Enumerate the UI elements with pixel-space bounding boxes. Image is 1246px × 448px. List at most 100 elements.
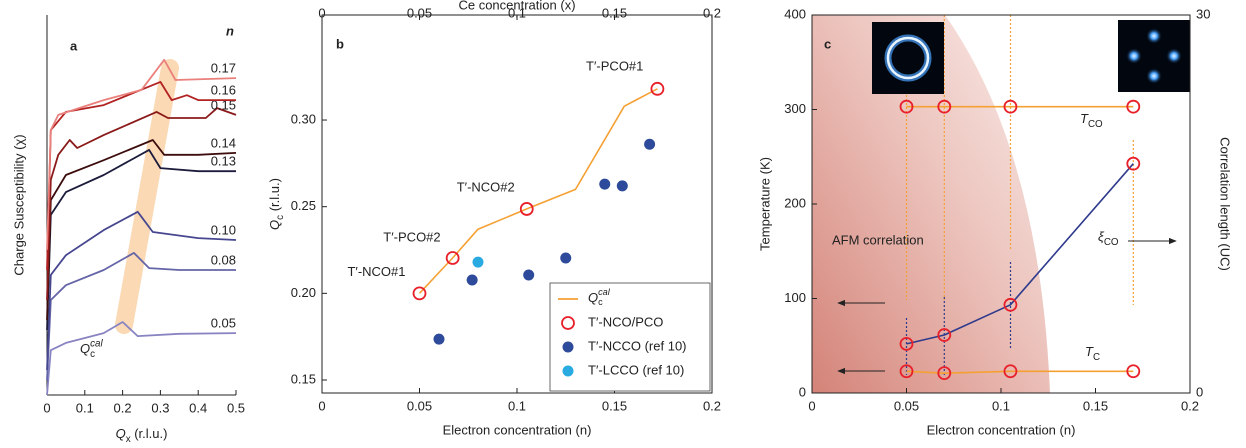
panel-label: a xyxy=(70,38,78,53)
point-label: T′-NCO#1 xyxy=(347,264,405,279)
orange-guides xyxy=(905,15,1134,305)
annotation: Qccal xyxy=(80,338,103,360)
data-point xyxy=(937,366,952,381)
x-tick-label: 0.4 xyxy=(189,400,207,415)
x2-tick-label: 0.05 xyxy=(407,5,432,20)
x-tick-label: 0 xyxy=(808,398,815,413)
text-part: cal xyxy=(598,288,611,298)
curve-label: 0.08 xyxy=(211,252,236,267)
x2-tick-label: 0.1 xyxy=(508,5,526,20)
text-part: Q xyxy=(267,220,282,230)
text-part: ξ xyxy=(1098,229,1105,244)
legend-label: T′-LCCO (ref 10) xyxy=(588,362,684,377)
text-part: Q xyxy=(588,290,598,305)
x-tick-label: 0 xyxy=(43,400,50,415)
legend-label: T′-NCO/PCO xyxy=(588,314,663,329)
text-part: cal xyxy=(90,338,103,349)
curve-label: 0.14 xyxy=(211,135,236,150)
afm-region xyxy=(812,15,1050,393)
data-point xyxy=(519,202,534,216)
curve-label: 0.15 xyxy=(211,97,236,112)
y2-axis-label: Correlation length (UC) xyxy=(1218,137,1233,271)
x2-tick-label: 0 xyxy=(318,5,325,20)
inset-ring xyxy=(872,22,944,94)
data-point xyxy=(1126,99,1141,114)
y-tick-label: 200 xyxy=(784,195,806,210)
x2-tick-label: 0.2 xyxy=(703,5,721,20)
series-line xyxy=(46,81,236,271)
y2-tick-label: 0 xyxy=(1196,384,1203,399)
x-tick-label: 0.1 xyxy=(992,398,1010,413)
legend-label: T′-NCCO (ref 10) xyxy=(588,338,687,353)
data-point xyxy=(899,99,914,114)
y-tick-label: 100 xyxy=(784,290,806,305)
y-tick-label: 300 xyxy=(784,101,806,116)
x-tick-label: 0.5 xyxy=(227,400,245,415)
error-bars xyxy=(905,262,1012,375)
trend-band xyxy=(115,59,179,334)
text-part: c xyxy=(90,349,95,360)
data-point xyxy=(433,333,445,345)
curve-label: 0.16 xyxy=(211,83,236,98)
data-point xyxy=(937,99,952,114)
series-line xyxy=(46,149,236,331)
legend-swatch xyxy=(561,316,575,330)
x-tick-label: 0.15 xyxy=(1083,398,1108,413)
arrows xyxy=(837,237,1177,375)
series-line xyxy=(46,139,237,321)
text-part: T xyxy=(1080,111,1089,126)
data-point xyxy=(1003,297,1018,312)
data-point xyxy=(937,328,952,342)
text-part: c xyxy=(275,215,286,220)
data-point xyxy=(599,178,611,190)
y-tick-label: 0.20 xyxy=(291,285,316,300)
text-part: (r.l.u.) xyxy=(131,426,168,441)
legend-swatch xyxy=(562,365,574,377)
region-label: AFM correlation xyxy=(832,232,924,247)
series-line xyxy=(418,88,658,294)
x-tick-label: 0 xyxy=(318,398,325,413)
y-tick-label: 400 xyxy=(784,6,806,21)
text-part: T xyxy=(1085,344,1094,359)
x-tick-label: 0.05 xyxy=(407,398,432,413)
series-label: ξCO xyxy=(1098,229,1119,247)
data-point xyxy=(1126,156,1141,171)
data-point xyxy=(650,81,665,96)
series-line xyxy=(46,107,237,301)
text-part: c xyxy=(598,297,603,307)
series-line xyxy=(46,58,237,250)
legend-swatch xyxy=(562,341,574,353)
x-tick-label: 0.1 xyxy=(76,400,94,415)
data-point xyxy=(616,180,628,192)
data-point xyxy=(1003,99,1018,114)
curve-label: 0.17 xyxy=(211,61,236,76)
data-point xyxy=(1003,364,1018,379)
data-point xyxy=(899,336,914,351)
legend-title: n xyxy=(226,23,234,38)
text-part: Q xyxy=(80,341,90,356)
y-axis-label: Qc (r.l.u.) xyxy=(267,178,285,230)
x-axis-label: Qx (r.l.u.) xyxy=(116,426,168,444)
x-axis-label: Electron concentration (n) xyxy=(443,422,592,437)
y-tick-label: 0 xyxy=(799,384,806,399)
text-part: (r.l.u.) xyxy=(267,178,282,215)
point-label: T′-NCO#2 xyxy=(457,179,515,194)
x2-tick-label: 0.15 xyxy=(602,5,627,20)
curve-label: 0.13 xyxy=(211,154,236,169)
data-point xyxy=(445,251,460,265)
series-line xyxy=(46,321,237,396)
data-point xyxy=(412,286,427,301)
series-line xyxy=(906,163,1134,345)
panel-label: b xyxy=(336,36,344,51)
data-point xyxy=(523,269,535,281)
series-line xyxy=(46,252,236,381)
x-tick-label: 0.3 xyxy=(151,400,169,415)
y2-tick-label: 30 xyxy=(1196,6,1210,21)
curve-label: 0.05 xyxy=(211,315,236,330)
legend-box xyxy=(549,282,711,392)
x-axis-label: Electron concentration (n) xyxy=(927,422,1076,437)
x-tick-label: 0.15 xyxy=(602,398,627,413)
series-line xyxy=(906,370,1134,374)
x-tick-label: 0.05 xyxy=(894,398,919,413)
